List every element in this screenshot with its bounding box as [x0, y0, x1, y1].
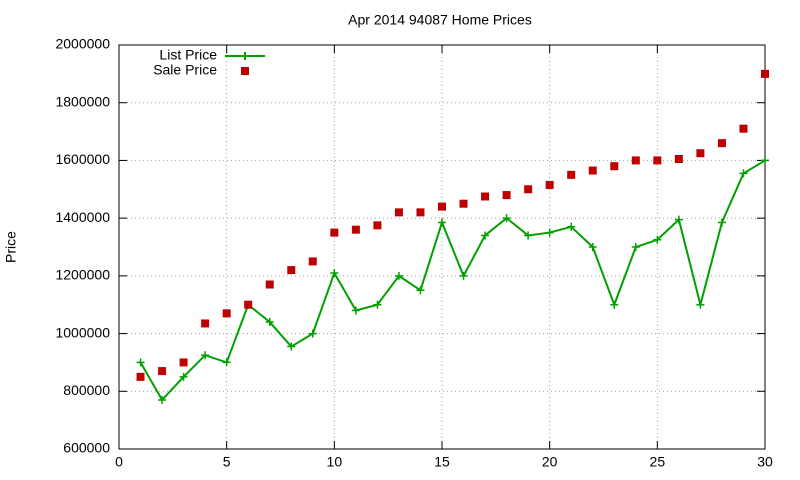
point-marker	[136, 372, 145, 381]
point-marker	[287, 342, 296, 351]
point-marker	[179, 358, 188, 367]
legend-key	[225, 52, 265, 60]
point-marker	[653, 156, 662, 165]
point-marker	[545, 180, 554, 189]
point-marker	[287, 266, 296, 275]
point-marker	[524, 185, 533, 194]
point-marker	[674, 215, 683, 224]
point-marker	[438, 202, 446, 211]
x-tick-label: 15	[434, 454, 450, 470]
point-marker	[761, 69, 769, 78]
point-marker	[631, 243, 640, 251]
point-marker	[717, 218, 726, 227]
y-tick-label: 600000	[63, 440, 110, 456]
point-marker	[739, 169, 748, 178]
plot-border	[118, 44, 766, 450]
y-tick-label: 1000000	[55, 324, 110, 340]
point-marker	[438, 218, 446, 227]
x-tick-label: 25	[650, 454, 666, 470]
point-marker	[394, 208, 403, 217]
point-marker	[674, 154, 683, 163]
point-marker	[567, 222, 576, 231]
series-line	[139, 159, 766, 402]
point-marker	[201, 319, 210, 328]
point-marker	[222, 309, 231, 318]
point-marker	[653, 235, 662, 244]
point-marker	[416, 208, 425, 217]
point-marker	[610, 162, 619, 171]
legend-key	[241, 67, 249, 75]
point-marker	[201, 351, 210, 360]
point-marker	[761, 156, 769, 165]
point-marker	[244, 300, 253, 309]
point-marker	[696, 300, 705, 309]
point-marker	[481, 231, 490, 240]
point-marker	[308, 257, 317, 266]
point-marker	[330, 228, 339, 237]
point-marker	[459, 271, 468, 280]
point-marker	[631, 156, 640, 165]
point-marker	[265, 318, 274, 327]
point-marker	[179, 372, 188, 381]
y-tick-label: 800000	[63, 382, 110, 398]
point-marker	[158, 395, 167, 404]
point-marker	[567, 170, 576, 179]
point-marker	[265, 280, 274, 289]
point-marker	[588, 243, 597, 251]
point-marker	[308, 329, 317, 338]
point-marker	[416, 286, 425, 295]
x-tick-label: 10	[327, 454, 343, 470]
point-marker	[136, 358, 145, 367]
legend-label: Sale Price	[153, 62, 217, 78]
x-tick-label: 20	[542, 454, 558, 470]
y-tick-label: 2000000	[55, 36, 110, 52]
point-marker	[459, 199, 468, 208]
x-tick-label: 5	[223, 454, 231, 470]
y-tick-label: 1800000	[55, 93, 110, 109]
legend-label: List Price	[159, 47, 217, 63]
point-marker	[524, 231, 533, 240]
y-tick-label: 1600000	[55, 151, 110, 167]
point-marker	[481, 192, 490, 201]
chart-title: Apr 2014 94087 Home Prices	[348, 12, 532, 28]
x-tick-label: 0	[115, 454, 123, 470]
point-marker	[739, 124, 748, 133]
point-marker	[394, 271, 403, 280]
point-marker	[158, 367, 167, 376]
point-marker	[373, 221, 382, 230]
point-marker	[717, 139, 726, 148]
y-tick-label: 1400000	[55, 209, 110, 225]
point-marker	[222, 358, 231, 367]
point-marker	[502, 191, 511, 200]
point-marker	[588, 166, 597, 175]
x-tick-label: 30	[757, 454, 773, 470]
point-marker	[696, 149, 705, 158]
point-marker	[610, 300, 619, 309]
point-marker	[330, 268, 339, 277]
point-marker	[373, 300, 382, 309]
point-marker	[502, 214, 511, 223]
point-marker	[545, 228, 554, 237]
y-axis-label: Price	[3, 231, 19, 263]
point-marker	[351, 306, 360, 315]
point-marker	[351, 225, 360, 234]
y-tick-label: 1200000	[55, 267, 110, 283]
